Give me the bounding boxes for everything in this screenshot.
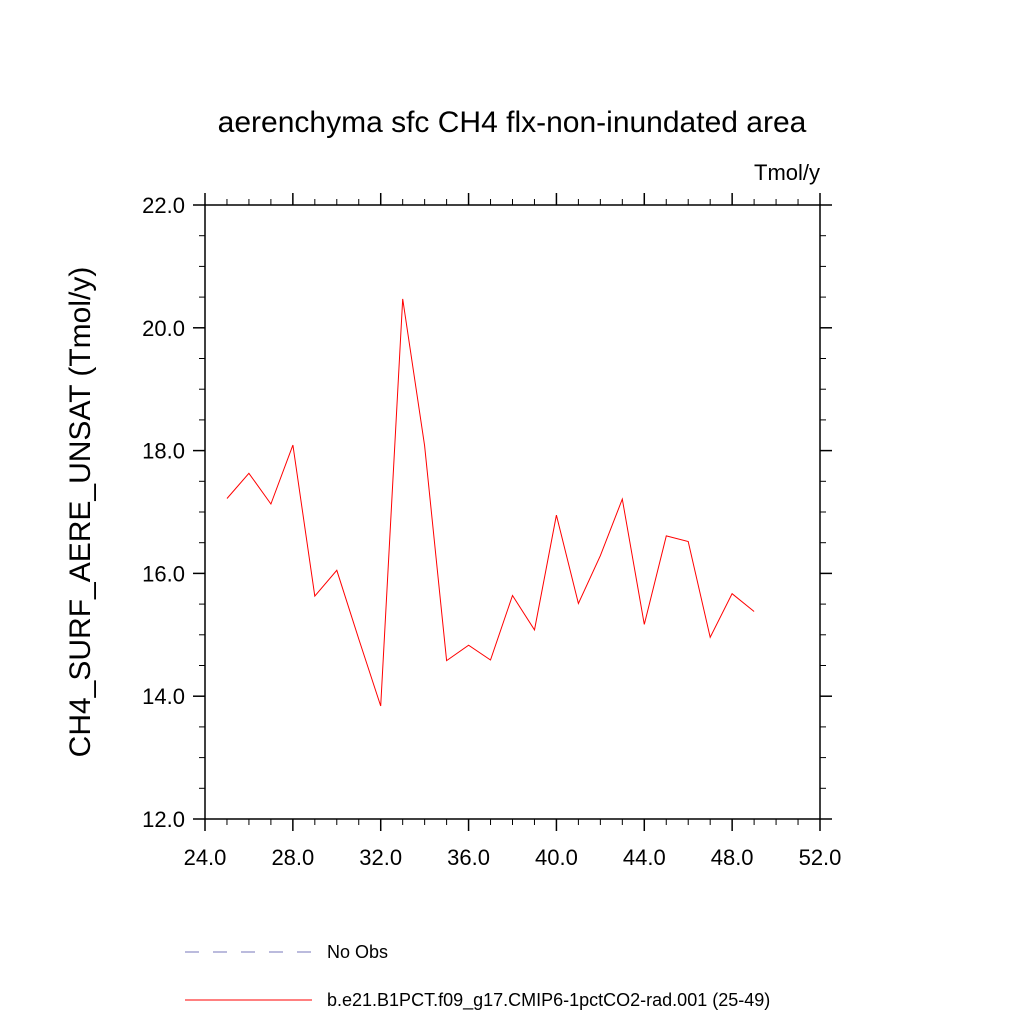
units-label: Tmol/y — [754, 160, 820, 185]
y-tick-label: 18.0 — [142, 439, 185, 464]
axis-ticks — [193, 193, 832, 831]
x-tick-label: 44.0 — [623, 845, 666, 870]
x-tick-label: 32.0 — [359, 845, 402, 870]
axis-tick-labels: 24.0 28.0 32.0 36.0 40.0 44.0 48.0 52.0 12.0 14.0… — [142, 193, 841, 870]
series-layer — [226, 298, 755, 707]
plot-frame — [204, 204, 821, 820]
legend-label-0: No Obs — [327, 942, 388, 962]
x-tick-label: 52.0 — [799, 845, 842, 870]
y-tick-label: 16.0 — [142, 561, 185, 586]
y-tick-label: 22.0 — [142, 193, 185, 218]
series-line-1 — [226, 298, 755, 707]
x-tick-label: 28.0 — [271, 845, 314, 870]
legend-label-1: b.e21.B1PCT.f09_g17.CMIP6-1pctCO2-rad.00… — [327, 990, 770, 1011]
x-tick-label: 40.0 — [535, 845, 578, 870]
y-axis-label: CH4_SURF_AERE_UNSAT (Tmol/y) — [64, 267, 97, 758]
y-tick-label: 14.0 — [142, 684, 185, 709]
chart-title: aerenchyma sfc CH4 flx-non-inundated are… — [218, 106, 807, 139]
y-tick-label: 20.0 — [142, 316, 185, 341]
x-tick-label: 24.0 — [184, 845, 227, 870]
y-tick-label: 12.0 — [142, 807, 185, 832]
x-tick-label: 48.0 — [711, 845, 754, 870]
legend: No Obs b.e21.B1PCT.f09_g17.CMIP6-1pctCO2-… — [185, 942, 770, 1011]
x-tick-label: 36.0 — [447, 845, 490, 870]
